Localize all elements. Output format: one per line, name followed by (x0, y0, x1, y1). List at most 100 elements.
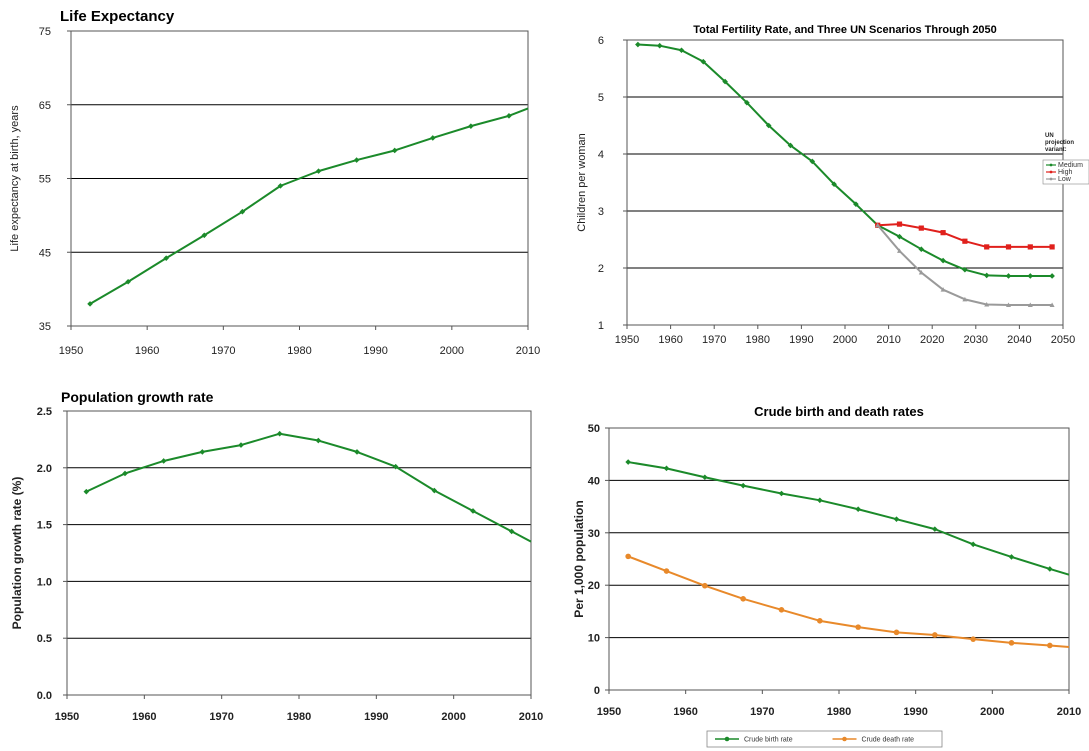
legend-marker (1049, 177, 1053, 181)
data-point (663, 568, 670, 574)
x-tick-label: 1950 (597, 706, 621, 718)
legend-marker (1049, 170, 1053, 174)
y-tick-label: 6 (598, 35, 604, 47)
x-tick-label: 1990 (903, 706, 927, 718)
data-point (353, 157, 360, 163)
x-tick-label: 1960 (132, 711, 156, 723)
y-tick-label: 30 (588, 528, 600, 540)
data-point (160, 458, 167, 464)
legend-entry: Crude birth rate (744, 737, 793, 744)
series-line (85, 432, 532, 543)
legend: Crude birth rate Crude death rate (706, 730, 943, 748)
data-point (392, 463, 399, 470)
data-point (238, 442, 244, 448)
data-point (778, 490, 785, 497)
data-point (315, 437, 322, 444)
y-tick-label: 0.0 (37, 690, 52, 702)
legend-marker (1049, 163, 1053, 167)
y-tick-label: 0.5 (37, 633, 52, 645)
data-point (702, 582, 708, 589)
data-point (897, 248, 902, 253)
chart-panel-3: 0.0 0.5 1.0 1.5 2.0 2.5 1950 1960 1970 1980 1990 20… (10, 389, 543, 723)
data-point (740, 482, 746, 489)
data-point (896, 221, 903, 227)
legend-box (706, 730, 943, 748)
data-point (1006, 302, 1011, 308)
x-tick-label: 2000 (441, 711, 465, 723)
series-line-medium (637, 43, 1053, 277)
y-tick-label: 0 (594, 685, 600, 697)
data-point (855, 506, 861, 513)
data-point (918, 270, 924, 275)
data-point (1049, 273, 1055, 279)
data-point (962, 238, 968, 244)
plot-frame (626, 39, 1064, 326)
data-point (1049, 302, 1055, 308)
data-point (678, 47, 685, 54)
data-point (809, 158, 816, 165)
data-point (722, 78, 728, 85)
y-tick-label: 2.0 (37, 463, 52, 475)
x-tick-label: 2030 (964, 334, 988, 346)
x-tick-label: 2040 (1007, 334, 1031, 346)
y-axis-label: Children per woman (576, 133, 588, 231)
x-tick-label: 2000 (440, 345, 464, 357)
data-point (508, 528, 515, 535)
data-point (354, 449, 360, 455)
y-tick-label: 20 (588, 580, 600, 592)
data-point (778, 607, 785, 613)
legend-entry: Low (1058, 176, 1072, 183)
data-point (893, 516, 900, 522)
x-tick-label: 1950 (615, 334, 639, 346)
x-tick-label: 2010 (519, 711, 543, 723)
data-point (875, 222, 881, 228)
data-point (277, 183, 284, 189)
y-tick-label: 50 (588, 423, 600, 435)
legend-entry: Medium (1058, 162, 1083, 169)
legend-marker (724, 736, 730, 742)
x-tick-label: 1960 (673, 706, 697, 718)
x-tick-label: 1970 (702, 334, 726, 346)
legend-marker (842, 736, 847, 742)
x-tick-label: 2010 (876, 334, 900, 346)
data-point (635, 41, 641, 48)
data-point (276, 430, 283, 437)
y-tick-label: 5 (598, 92, 604, 104)
data-point (940, 230, 946, 236)
data-point (656, 42, 663, 49)
data-point (744, 99, 750, 106)
y-tick-label: 4 (598, 149, 604, 161)
data-point (853, 201, 859, 207)
data-point (1005, 244, 1012, 250)
data-point (1008, 554, 1015, 560)
x-tick-label: 2010 (1057, 706, 1081, 718)
x-tick-label: 2050 (1051, 334, 1075, 346)
y-tick-label: 45 (39, 247, 51, 259)
data-point (700, 58, 707, 65)
data-point (663, 465, 670, 472)
data-point (932, 632, 938, 638)
data-point (1047, 642, 1053, 649)
data-point (765, 122, 772, 129)
data-point (918, 246, 925, 252)
y-axis-label: Per 1,000 population (572, 500, 586, 617)
y-tick-label: 1 (598, 320, 604, 332)
x-tick-label: 1980 (287, 345, 311, 357)
data-point (984, 244, 990, 250)
data-point (831, 181, 837, 188)
y-tick-label: 2 (598, 263, 604, 275)
y-tick-label: 1.0 (37, 576, 52, 588)
y-tick-label: 1.5 (37, 520, 52, 532)
x-tick-label: 1980 (746, 334, 770, 346)
data-point (431, 487, 438, 494)
y-axis-label: Population growth rate (%) (10, 477, 24, 630)
data-point (740, 596, 746, 602)
x-tick-label: 2000 (833, 334, 857, 346)
data-point (429, 135, 436, 141)
data-point (787, 142, 794, 149)
data-point (962, 296, 968, 302)
data-point (970, 636, 976, 642)
x-tick-label: 1980 (287, 711, 311, 723)
